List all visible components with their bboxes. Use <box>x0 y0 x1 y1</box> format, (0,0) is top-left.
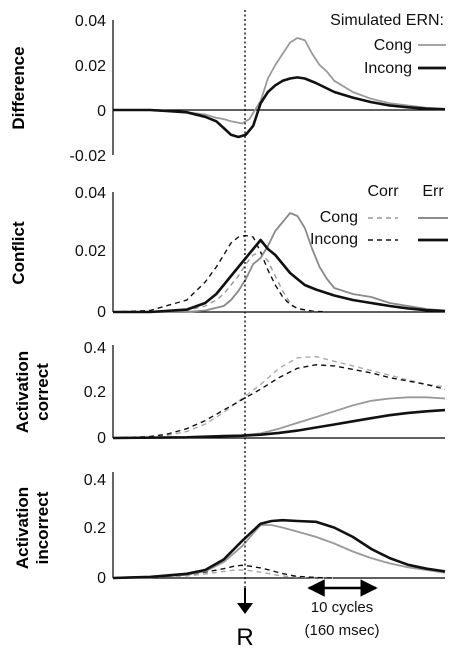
y-axis-label-line1: Activation <box>13 351 32 433</box>
y-tick-label: 0.2 <box>84 520 106 537</box>
y-tick-label: 0.4 <box>84 472 106 489</box>
legend-header-err: Err <box>422 183 444 200</box>
series-line-cong <box>113 37 446 125</box>
y-tick-label: 0.4 <box>84 340 106 357</box>
legend-label-incong: Incong <box>364 60 412 77</box>
legend-label-cong: Cong <box>374 37 412 54</box>
y-tick-label: -0.02 <box>70 148 107 165</box>
activation-incorrect-panel: 0.4 0.2 0 Activation incorrect <box>13 472 446 587</box>
activation-correct-panel: 0.4 0.2 0 Activation correct <box>13 340 446 447</box>
y-axis-label-line1: Activation <box>13 487 32 569</box>
legend-header-corr: Corr <box>367 183 399 200</box>
y-tick-label: 0 <box>97 570 106 587</box>
series-line-cong-corr <box>112 569 335 579</box>
response-label: R <box>236 624 253 651</box>
y-axis-label: Difference <box>9 46 28 129</box>
y-tick-label: 0.02 <box>75 243 106 260</box>
scale-bar-label-msec: (160 msec) <box>304 622 379 639</box>
series-line-cong-err <box>112 524 446 579</box>
conflict-panel: 0.04 0.02 0 Conflict Corr Err Cong Incon… <box>9 183 448 321</box>
series-line-incong-corr <box>112 564 335 579</box>
series-line-incong-err <box>112 408 446 440</box>
y-tick-label: 0.2 <box>84 384 106 401</box>
legend-label-cong: Cong <box>320 209 358 226</box>
legend-label-incong: Incong <box>310 231 358 248</box>
series-line-cong-err <box>113 212 446 313</box>
y-tick-label: 0 <box>97 103 106 120</box>
difference-panel: 0.04 0.02 0 -0.02 Difference Simulated E… <box>9 12 446 165</box>
y-axis-label-line2: incorrect <box>33 491 52 564</box>
series-line-incong-err <box>112 518 446 580</box>
y-tick-label: 0.02 <box>75 58 106 75</box>
response-arrow-head <box>237 603 253 614</box>
scale-bar-label-cycles: 10 cycles <box>311 599 374 616</box>
y-tick-label: 0.04 <box>75 185 106 202</box>
series-line-cong-corr <box>113 251 317 313</box>
series-line-incong <box>113 76 446 139</box>
y-tick-label: 0 <box>97 304 106 321</box>
series-line-incong-err <box>113 238 446 314</box>
y-axis-label: Conflict <box>9 221 28 285</box>
y-tick-label: 0 <box>97 430 106 447</box>
series-line-incong-corr <box>112 234 328 313</box>
y-tick-label: 0.04 <box>75 13 106 30</box>
series-line-incong-corr <box>112 364 446 439</box>
y-axis-label-line2: correct <box>33 363 52 421</box>
legend-title: Simulated ERN: <box>330 12 444 29</box>
